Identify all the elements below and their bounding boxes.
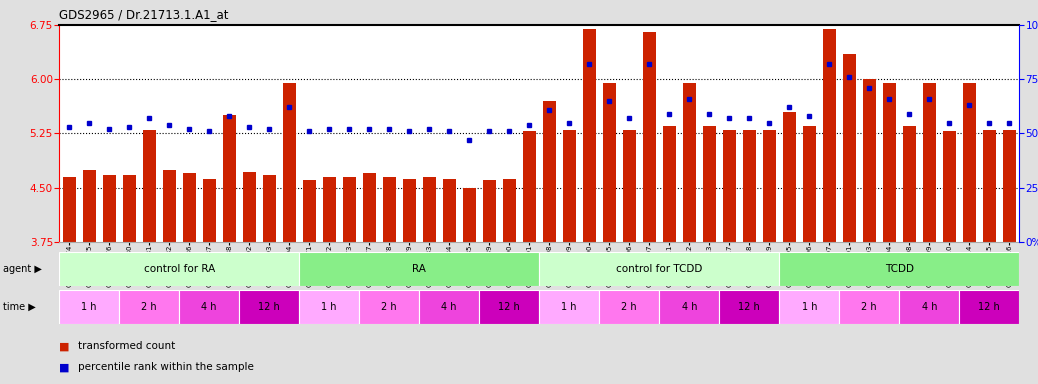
Bar — [103, 175, 115, 242]
Text: 1 h: 1 h — [562, 302, 577, 312]
Bar — [743, 130, 756, 242]
Bar — [223, 115, 236, 242]
Bar — [239, 290, 299, 324]
Bar — [582, 28, 596, 242]
Bar — [202, 179, 216, 242]
Bar — [840, 290, 899, 324]
Bar — [282, 83, 296, 242]
Text: RA: RA — [412, 264, 427, 274]
Bar — [299, 252, 540, 286]
Text: time ▶: time ▶ — [3, 302, 36, 312]
Text: TCDD: TCDD — [884, 264, 913, 274]
Text: 4 h: 4 h — [922, 302, 937, 312]
Text: 4 h: 4 h — [201, 302, 217, 312]
Text: percentile rank within the sample: percentile rank within the sample — [78, 362, 253, 372]
Bar — [419, 290, 480, 324]
Text: 2 h: 2 h — [141, 302, 157, 312]
Text: 4 h: 4 h — [441, 302, 457, 312]
Bar — [603, 83, 616, 242]
Text: 1 h: 1 h — [81, 302, 97, 312]
Bar — [643, 32, 656, 242]
Bar — [163, 170, 175, 242]
Text: ■: ■ — [59, 341, 70, 351]
Bar — [540, 252, 780, 286]
Bar — [823, 28, 836, 242]
Bar — [119, 290, 180, 324]
Text: 2 h: 2 h — [862, 302, 877, 312]
Bar — [623, 130, 635, 242]
Text: agent ▶: agent ▶ — [3, 264, 42, 274]
Bar — [480, 290, 540, 324]
Bar — [899, 290, 959, 324]
Text: 12 h: 12 h — [738, 302, 760, 312]
Bar — [359, 290, 419, 324]
Bar — [299, 290, 359, 324]
Bar — [303, 180, 316, 242]
Bar — [599, 290, 659, 324]
Bar — [863, 79, 876, 242]
Bar — [563, 130, 576, 242]
Text: ■: ■ — [59, 362, 70, 372]
Bar — [780, 290, 840, 324]
Bar — [722, 130, 736, 242]
Text: 2 h: 2 h — [381, 302, 397, 312]
Bar — [180, 290, 239, 324]
Bar — [659, 290, 719, 324]
Bar — [882, 83, 896, 242]
Bar — [780, 252, 1019, 286]
Bar — [703, 126, 716, 242]
Bar — [683, 83, 695, 242]
Bar — [523, 131, 536, 242]
Bar — [263, 175, 276, 242]
Bar — [959, 290, 1019, 324]
Bar — [422, 177, 436, 242]
Bar — [802, 126, 816, 242]
Text: 1 h: 1 h — [322, 302, 337, 312]
Bar — [843, 54, 855, 242]
Text: transformed count: transformed count — [78, 341, 175, 351]
Bar — [323, 177, 335, 242]
Bar — [903, 126, 916, 242]
Bar — [540, 290, 599, 324]
Bar — [142, 130, 156, 242]
Bar — [443, 179, 456, 242]
Text: 1 h: 1 h — [801, 302, 817, 312]
Text: control for RA: control for RA — [143, 264, 215, 274]
Bar — [923, 83, 936, 242]
Bar — [783, 112, 796, 242]
Bar — [383, 177, 395, 242]
Bar — [243, 172, 255, 242]
Bar — [463, 188, 475, 242]
Bar — [719, 290, 780, 324]
Text: GDS2965 / Dr.21713.1.A1_at: GDS2965 / Dr.21713.1.A1_at — [59, 8, 228, 22]
Bar — [943, 131, 956, 242]
Bar — [1003, 130, 1016, 242]
Bar — [403, 179, 416, 242]
Bar — [362, 173, 376, 242]
Bar — [963, 83, 976, 242]
Bar — [183, 173, 196, 242]
Bar — [83, 170, 95, 242]
Bar — [662, 126, 676, 242]
Text: 12 h: 12 h — [498, 302, 520, 312]
Text: 2 h: 2 h — [622, 302, 637, 312]
Text: 4 h: 4 h — [682, 302, 696, 312]
Text: 12 h: 12 h — [258, 302, 280, 312]
Bar — [62, 177, 76, 242]
Bar — [763, 130, 775, 242]
Bar — [122, 175, 136, 242]
Bar — [59, 290, 119, 324]
Bar — [59, 252, 299, 286]
Text: 12 h: 12 h — [979, 302, 1001, 312]
Bar — [502, 179, 516, 242]
Bar — [483, 180, 496, 242]
Bar — [543, 101, 555, 242]
Bar — [983, 130, 995, 242]
Bar — [343, 177, 356, 242]
Text: control for TCDD: control for TCDD — [617, 264, 703, 274]
